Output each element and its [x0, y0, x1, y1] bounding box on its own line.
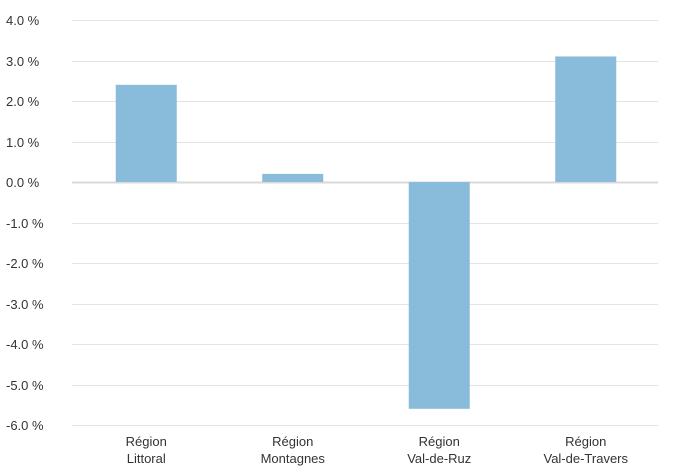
- bar: [555, 56, 617, 183]
- x-axis-category-labels: Région Littoral Région Montagnes Région Val-d…: [126, 434, 629, 466]
- y-tick-label: -6.0 %: [6, 418, 44, 433]
- x-category-label: Région Val-de-Ruz: [407, 434, 471, 466]
- x-category-label-line: Montagnes: [261, 451, 326, 466]
- y-tick-label: -1.0 %: [6, 216, 44, 231]
- bar: [115, 84, 177, 182]
- x-category-label-line: Littoral: [127, 451, 166, 466]
- y-tick-label: -2.0 %: [6, 256, 44, 271]
- x-category-label-line: Région: [126, 434, 167, 449]
- y-tick-label: -4.0 %: [6, 337, 44, 352]
- y-axis-tick-labels: 4.0 % 3.0 % 2.0 % 1.0 % 0.0 % -1.0 % -2.0 % -3.…: [6, 13, 44, 433]
- x-category-label-line: Val-de-Ruz: [407, 451, 471, 466]
- y-tick-label: 1.0 %: [6, 135, 40, 150]
- y-tick-label: 4.0 %: [6, 13, 40, 28]
- bar: [408, 182, 470, 409]
- x-category-label-line: Val-de-Travers: [543, 451, 628, 466]
- x-category-label: Région Littoral: [126, 434, 167, 466]
- y-tick-label: 0.0 %: [6, 175, 40, 190]
- y-tick-label: -3.0 %: [6, 297, 44, 312]
- x-category-label: Région Val-de-Travers: [543, 434, 628, 466]
- x-category-label-line: Région: [272, 434, 313, 449]
- bar: [262, 173, 324, 182]
- y-tick-label: -5.0 %: [6, 378, 44, 393]
- x-category-label-line: Région: [419, 434, 460, 449]
- x-category-label-line: Région: [565, 434, 606, 449]
- bars: [115, 56, 617, 409]
- y-tick-label: 2.0 %: [6, 94, 40, 109]
- x-category-label: Région Montagnes: [261, 434, 326, 466]
- y-tick-label: 3.0 %: [6, 54, 40, 69]
